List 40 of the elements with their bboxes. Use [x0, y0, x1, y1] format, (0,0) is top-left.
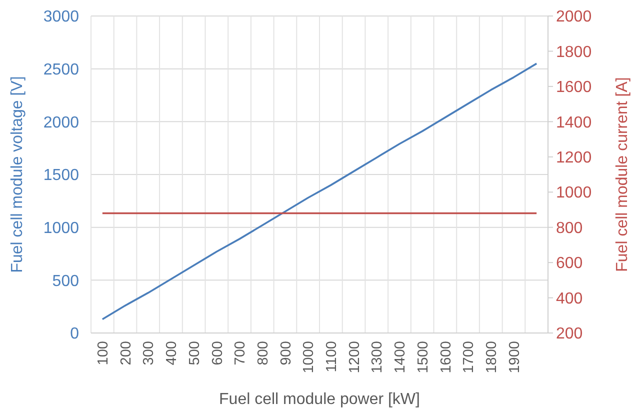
y2-tick-label: 1800	[556, 44, 592, 61]
y-tick-label: 0	[70, 326, 80, 343]
x-tick-label: 100	[96, 341, 112, 366]
y-tick-label: 2000	[43, 114, 80, 132]
y-tick-label: 3000	[43, 8, 80, 26]
x-tick-label: 500	[186, 341, 203, 366]
x-tick-label: 700	[232, 341, 249, 366]
x-tick-label: 1300	[370, 341, 386, 374]
y2-tick-label: 400	[556, 290, 583, 308]
y2-tick-label: 1000	[556, 184, 592, 202]
y2-tick-label: 1400	[556, 114, 592, 132]
line-series	[102, 62, 538, 320]
x-axis-title: Fuel cell module power [kW]	[219, 391, 420, 408]
y2-tick-label: 2000	[556, 8, 592, 26]
y2-tick-label: 1600	[556, 79, 592, 96]
x-tick-label: 1000	[301, 341, 318, 374]
x-tick-label: 1700	[461, 341, 478, 374]
x-tick-label: 1900	[506, 341, 523, 374]
x-tick-label: 200	[118, 341, 134, 366]
x-tick-label: 1500	[415, 341, 432, 374]
x-tick-label: 400	[164, 341, 180, 366]
y2-tick-label: 200	[556, 326, 583, 343]
y-axis-title: Fuel cell module voltage [V]	[9, 76, 26, 273]
y2-tick-label: 1200	[556, 149, 592, 166]
x-tick-label: 1200	[346, 341, 363, 374]
y-tick-label: 1500	[43, 167, 80, 184]
y-tick-label: 1000	[43, 220, 80, 237]
x-tick-label: 1600	[438, 341, 454, 374]
x-tick-label: 1400	[392, 341, 409, 374]
x-tick-label: 300	[141, 341, 158, 366]
x-tick-label: 800	[255, 341, 272, 366]
y-tick-label: 2500	[43, 61, 80, 78]
x-tick-label: 1800	[484, 341, 500, 374]
x-tick-label: 600	[210, 341, 226, 366]
y2-tick-label: 800	[556, 220, 583, 237]
y2-tick-label: 600	[556, 255, 583, 272]
y-tick-label: 500	[52, 272, 80, 290]
x-tick-label: 1100	[324, 341, 340, 372]
y2-axis-title: Fuel cell module current [A]	[614, 77, 631, 272]
x-tick-label: 900	[278, 341, 294, 366]
